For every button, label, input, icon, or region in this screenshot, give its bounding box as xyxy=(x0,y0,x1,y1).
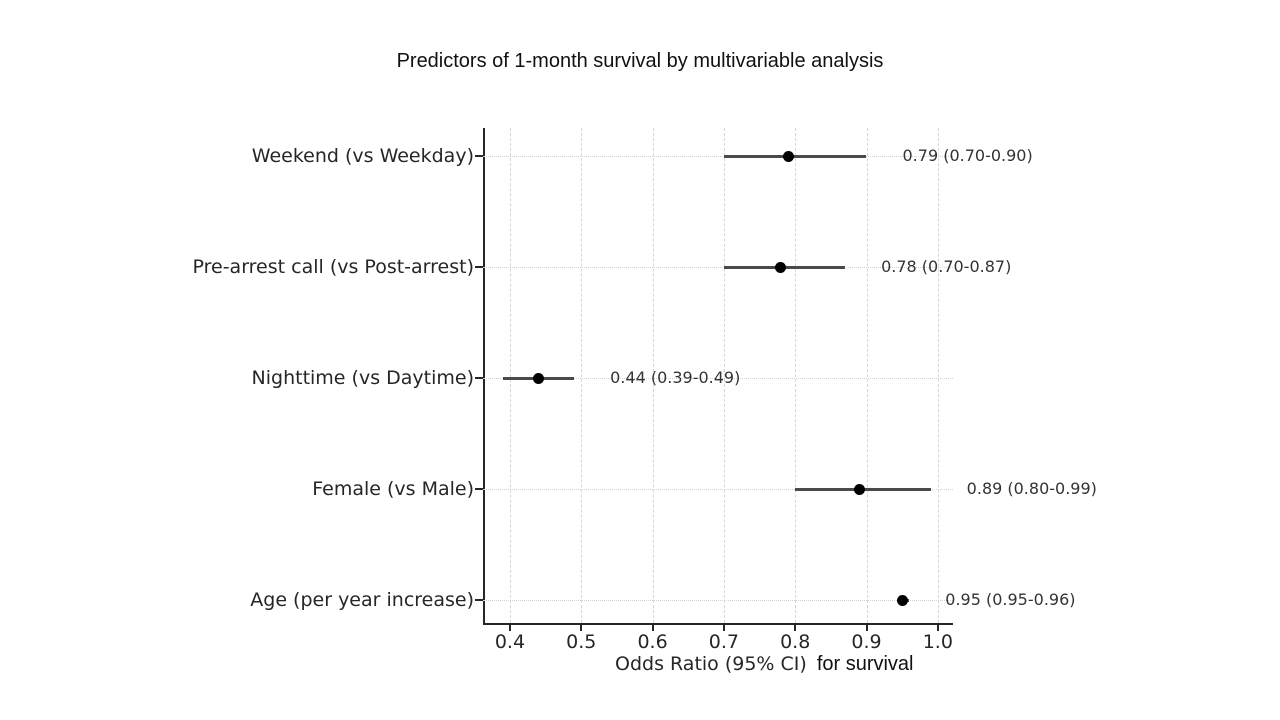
odds-ratio-marker xyxy=(853,483,865,495)
chart-title: Predictors of 1-month survival by multiv… xyxy=(396,50,884,72)
x-gridline xyxy=(723,128,725,623)
y-gridline xyxy=(483,489,953,490)
confidence-interval-line xyxy=(723,155,867,158)
x-axis-label-main: Odds Ratio (95% CI) xyxy=(615,653,807,675)
x-gridline xyxy=(652,128,654,623)
estimate-annotation: 0.44 (0.39-0.49) xyxy=(610,368,741,387)
x-axis-spine xyxy=(483,623,953,625)
x-gridline xyxy=(509,128,511,623)
x-tick-mark xyxy=(794,625,797,631)
y-gridline xyxy=(483,267,953,268)
x-axis-label-suffix: for survival xyxy=(816,653,914,675)
estimate-annotation: 0.78 (0.70-0.87) xyxy=(881,257,1012,276)
odds-ratio-marker xyxy=(896,594,908,606)
estimate-annotation: 0.95 (0.95-0.96) xyxy=(945,590,1076,609)
y-tick-mark xyxy=(475,155,483,157)
x-tick-mark xyxy=(936,625,939,631)
x-tick-mark xyxy=(508,625,511,631)
category-label: Age (per year increase) xyxy=(250,589,474,611)
estimate-annotation: 0.89 (0.80-0.99) xyxy=(966,479,1097,498)
x-tick-label: 0.5 xyxy=(566,631,597,653)
y-axis-spine xyxy=(483,128,485,625)
x-gridline xyxy=(937,128,939,623)
x-tick-mark xyxy=(651,625,654,631)
x-tick-label: 0.6 xyxy=(637,631,668,653)
y-gridline xyxy=(483,156,953,157)
x-gridline xyxy=(581,128,583,623)
x-tick-label: 0.8 xyxy=(780,631,811,653)
y-tick-mark xyxy=(475,266,483,268)
odds-ratio-marker xyxy=(775,261,787,273)
y-gridline xyxy=(483,378,953,379)
odds-ratio-marker xyxy=(782,150,794,162)
x-axis-label: Odds Ratio (95% CI) for survival xyxy=(615,653,914,676)
x-tick-mark xyxy=(865,625,868,631)
category-label: Female (vs Male) xyxy=(312,478,474,500)
y-tick-mark xyxy=(475,377,483,379)
category-label: Pre-arrest call (vs Post-arrest) xyxy=(192,256,474,278)
y-tick-mark xyxy=(475,599,483,601)
x-gridline xyxy=(795,128,797,623)
x-tick-label: 0.9 xyxy=(851,631,882,653)
x-tick-mark xyxy=(580,625,583,631)
y-tick-mark xyxy=(475,488,483,490)
y-gridline xyxy=(483,600,953,601)
category-label: Nighttime (vs Daytime) xyxy=(251,367,474,389)
x-tick-mark xyxy=(722,625,725,631)
x-gridline xyxy=(866,128,868,623)
category-label: Weekend (vs Weekday) xyxy=(251,145,474,167)
estimate-annotation: 0.79 (0.70-0.90) xyxy=(902,146,1033,165)
x-tick-label: 0.4 xyxy=(494,631,526,653)
x-tick-label: 1.0 xyxy=(922,631,953,653)
x-tick-label: 0.7 xyxy=(708,631,739,653)
odds-ratio-marker xyxy=(532,372,544,384)
